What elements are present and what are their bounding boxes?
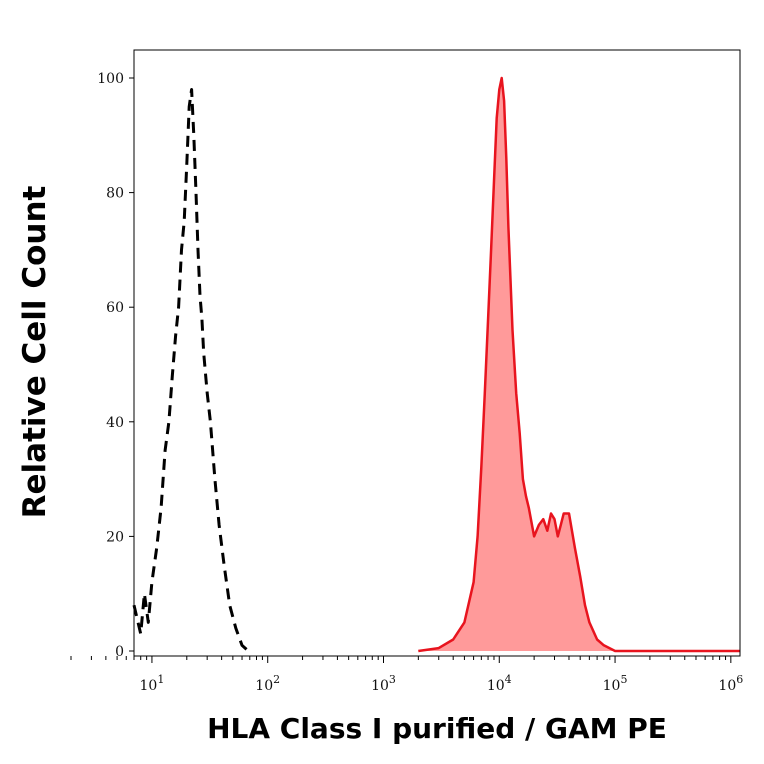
x-tick-label: 103 [371, 673, 396, 694]
x-tick-label: 102 [255, 673, 280, 694]
y-tick-label: 20 [106, 529, 124, 545]
x-axis-ticks: 101 102 103 104 105 106 [70, 656, 743, 694]
x-axis-title: HLA Class I purified / GAM PE [207, 712, 667, 745]
y-tick-label: 0 [115, 644, 124, 660]
plot-frame [133, 49, 741, 657]
y-axis-ticks: 0 20 40 60 80 100 [97, 71, 134, 660]
y-axis-title: Relative Cell Count [17, 185, 53, 518]
stained-histogram-line [418, 76, 740, 653]
x-tick-label: 106 [718, 673, 743, 694]
y-tick-label: 40 [106, 415, 124, 431]
x-tick-label: 101 [140, 673, 165, 694]
control-histogram-line [132, 88, 250, 653]
plot-area [132, 76, 740, 653]
x-tick-label: 104 [487, 673, 512, 694]
y-tick-label: 60 [106, 300, 124, 316]
stained-histogram-fill [418, 78, 740, 651]
y-tick-label: 80 [106, 186, 124, 202]
x-tick-label: 105 [603, 673, 628, 694]
y-tick-label: 100 [97, 71, 124, 87]
